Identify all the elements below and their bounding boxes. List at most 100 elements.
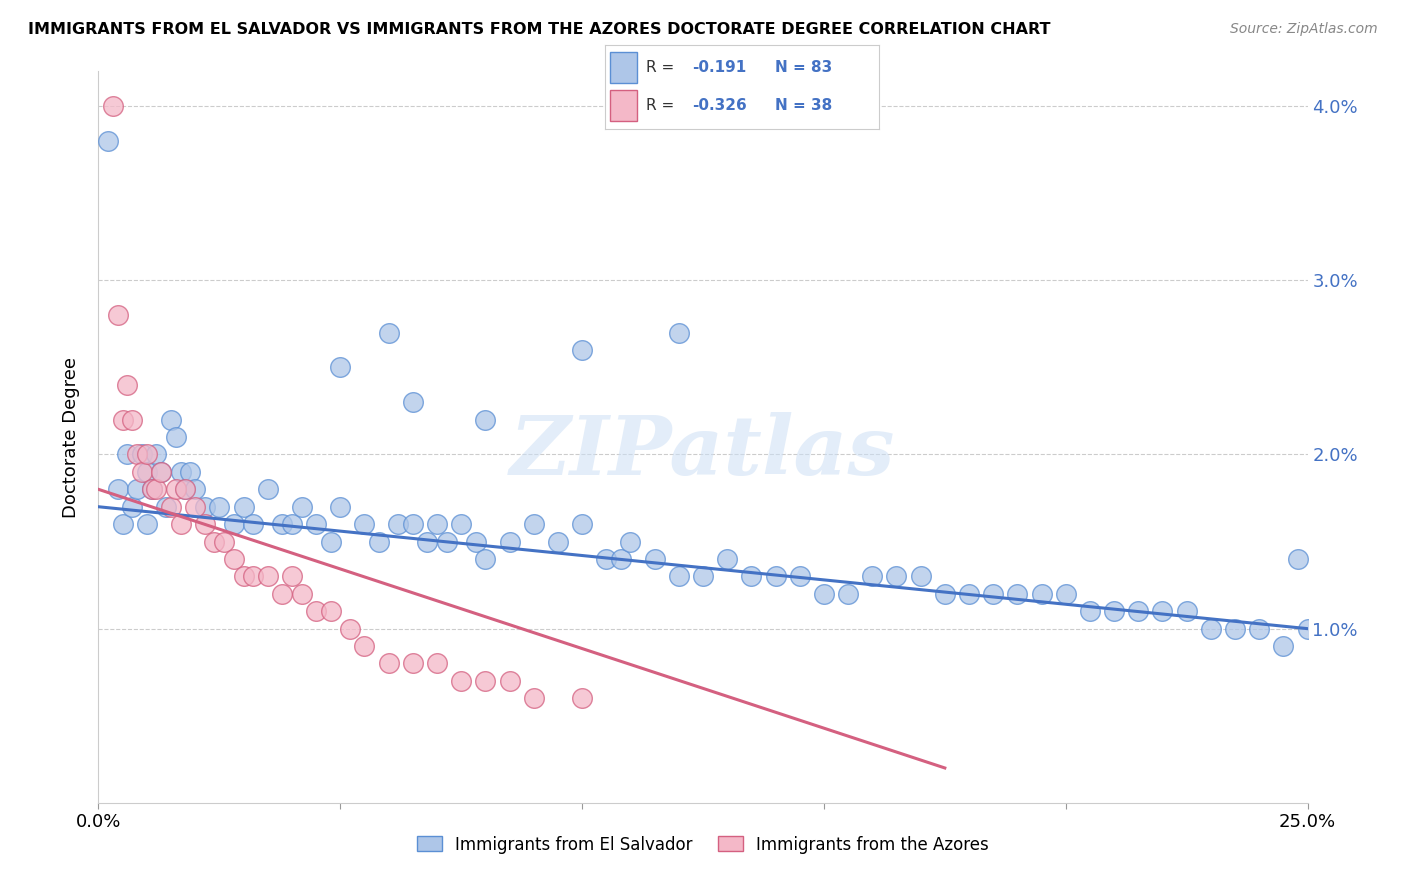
Point (97, 134, 120, 148)
Point (319, 604, 342, 618)
Point (860, 569, 883, 583)
Point (644, 552, 666, 566)
Point (329, 360, 352, 375)
Point (127, 448, 149, 462)
Legend: Immigrants from El Salvador, Immigrants from the Azores: Immigrants from El Salvador, Immigrants … (411, 829, 995, 860)
Point (1249, 622, 1271, 636)
Point (1007, 587, 1029, 601)
Point (450, 673, 472, 688)
Point (184, 483, 207, 497)
Point (368, 534, 391, 549)
Point (1102, 604, 1125, 618)
Point (208, 500, 231, 514)
Point (692, 569, 714, 583)
Point (222, 552, 245, 566)
Point (222, 517, 245, 532)
Point (169, 465, 191, 479)
Point (498, 534, 520, 549)
Point (1031, 587, 1053, 601)
Point (981, 587, 1004, 601)
Point (740, 569, 762, 583)
Point (242, 569, 264, 583)
Point (1054, 587, 1077, 601)
Point (194, 517, 217, 532)
Point (474, 552, 496, 566)
Text: R =: R = (645, 98, 673, 113)
Point (789, 569, 811, 583)
Point (290, 500, 312, 514)
Point (474, 412, 496, 426)
Point (256, 569, 278, 583)
Point (353, 517, 375, 532)
Point (305, 604, 328, 618)
Point (571, 343, 593, 357)
Point (232, 500, 254, 514)
Point (150, 465, 173, 479)
Point (242, 517, 264, 532)
Point (474, 673, 496, 688)
Text: N = 83: N = 83 (775, 60, 832, 75)
Point (165, 483, 187, 497)
Point (837, 587, 859, 601)
Point (117, 448, 139, 462)
Point (886, 569, 908, 583)
Point (141, 483, 163, 497)
Point (547, 534, 569, 549)
Text: IMMIGRANTS FROM EL SALVADOR VS IMMIGRANTS FROM THE AZORES DOCTORATE DEGREE CORRE: IMMIGRANTS FROM EL SALVADOR VS IMMIGRANT… (28, 22, 1050, 37)
Point (765, 569, 787, 583)
Point (101, 99, 124, 113)
Point (668, 569, 690, 583)
Point (957, 587, 980, 601)
Point (174, 483, 197, 497)
Point (377, 657, 399, 671)
Point (165, 430, 187, 444)
Bar (610, 90, 637, 120)
Point (131, 465, 153, 479)
Point (135, 448, 157, 462)
Text: Source: ZipAtlas.com: Source: ZipAtlas.com (1230, 22, 1378, 37)
Point (416, 534, 439, 549)
Point (150, 465, 173, 479)
Point (141, 483, 163, 497)
Point (135, 517, 157, 532)
Point (111, 412, 134, 426)
Point (1286, 552, 1309, 566)
Point (595, 552, 617, 566)
Point (184, 500, 207, 514)
Point (353, 639, 375, 653)
Point (436, 534, 458, 549)
Point (121, 412, 143, 426)
Y-axis label: Doctorate Degree: Doctorate Degree (62, 357, 80, 517)
Point (281, 517, 304, 532)
Point (1128, 604, 1150, 618)
Point (402, 395, 425, 409)
Point (1272, 639, 1295, 653)
Point (305, 517, 328, 532)
Point (619, 534, 641, 549)
Point (1223, 622, 1246, 636)
Text: N = 38: N = 38 (775, 98, 832, 113)
Point (169, 517, 191, 532)
Point (319, 534, 342, 549)
Point (464, 534, 486, 549)
Point (402, 517, 425, 532)
Point (117, 377, 139, 392)
Point (387, 517, 409, 532)
Point (377, 326, 399, 340)
Point (145, 448, 167, 462)
Point (329, 500, 352, 514)
Point (212, 534, 235, 549)
Point (1152, 604, 1174, 618)
Point (232, 569, 254, 583)
Point (934, 587, 956, 601)
Point (498, 673, 520, 688)
Bar (610, 53, 637, 83)
Point (426, 657, 449, 671)
Point (111, 517, 134, 532)
Point (910, 569, 932, 583)
Point (131, 448, 153, 462)
Point (107, 308, 129, 322)
Text: ZIPatlas: ZIPatlas (510, 412, 896, 491)
Point (610, 552, 633, 566)
Point (204, 534, 226, 549)
